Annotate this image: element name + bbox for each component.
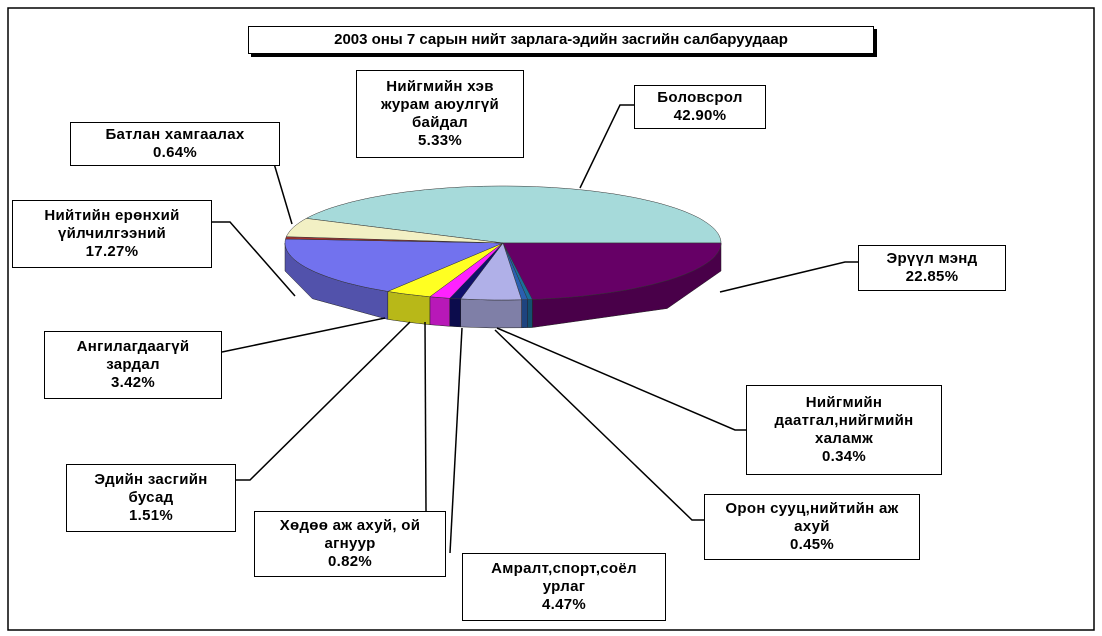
leader-line (236, 321, 411, 481)
data-label-box: Орон сууц,нийтийн аж ахуй 0.45% (704, 494, 920, 560)
slice-label: Эрүүл мэнд (886, 250, 978, 267)
slice (305, 185, 722, 244)
value-label: 0.34% (821, 448, 867, 465)
value-label: 42.90% (673, 107, 727, 124)
slice-label: Хөдөө аж ахуй, ой агнуур (279, 517, 421, 552)
leader-line (496, 327, 746, 431)
data-label-box: Ангилагдаагүй зардал 3.42% (44, 331, 222, 399)
data-label-box: Амралт,спорт,соёл урлаг 4.47% (462, 553, 666, 621)
slice-label: Амралт,спорт,соёл урлаг (491, 560, 637, 595)
slice-label: Батлан хамгаалах (105, 126, 245, 143)
leader-line (579, 104, 634, 189)
slice-side (449, 298, 461, 328)
slice-side (387, 291, 431, 325)
data-label-box: Эрүүл мэнд 22.85% (858, 245, 1006, 291)
slice-label: Эдийн засгийн бусад (94, 471, 208, 506)
data-label-box: Хөдөө аж ахуй, ой агнуур 0.82% (254, 511, 446, 577)
slice-label: Нийгмийн даатгал,нийгмийн халамж (774, 394, 914, 447)
chart-frame (7, 7, 1095, 631)
slice-side (521, 299, 528, 329)
slice-label: Орон сууц,нийтийн аж ахуй (725, 500, 899, 535)
value-label: 22.85% (905, 268, 959, 285)
slice-label: Нийгмийн хэв журам аюулгүй байдал (380, 78, 500, 131)
data-label-box: Боловсрол 42.90% (634, 85, 766, 129)
slice-side (527, 299, 533, 328)
leader-line (221, 317, 386, 353)
slice-label: Боловсрол (657, 89, 743, 106)
value-label: 0.64% (152, 144, 198, 161)
value-label: 4.47% (541, 596, 587, 613)
data-label-box: Нийгмийн хэв журам аюулгүй байдал 5.33% (356, 70, 524, 158)
slice (386, 242, 504, 297)
value-label: 5.33% (417, 132, 463, 149)
leader-line (212, 221, 296, 297)
data-label-box: Нийтийн ерөнхий үйлчилгээний 17.27% (12, 200, 212, 268)
slice-label: Нийтийн ерөнхий үйлчилгээний (44, 207, 180, 242)
data-label-box: Нийгмийн даатгал,нийгмийн халамж 0.34% (746, 385, 942, 475)
slice-label: Ангилагдаагүй зардал (76, 338, 190, 373)
value-label: 3.42% (110, 374, 156, 391)
value-label: 17.27% (85, 243, 139, 260)
leader-line (494, 329, 704, 521)
slice (285, 218, 504, 244)
value-label: 1.51% (128, 507, 174, 524)
leader-line (719, 261, 858, 293)
slice (502, 242, 722, 300)
slice (460, 242, 522, 301)
leader-line (424, 321, 427, 512)
data-label-box: Эдийн засгийн бусад 1.51% (66, 464, 236, 532)
slice-side (460, 298, 522, 329)
leader-line (449, 327, 463, 554)
value-label: 0.82% (327, 553, 373, 570)
slice (284, 238, 504, 292)
slice-side (429, 296, 450, 327)
value-label: 0.45% (789, 536, 835, 553)
data-label-box: Батлан хамгаалах 0.64% (70, 122, 280, 166)
chart-title: 2003 оны 7 сарын нийт зарлага-эдийн засг… (248, 26, 874, 54)
